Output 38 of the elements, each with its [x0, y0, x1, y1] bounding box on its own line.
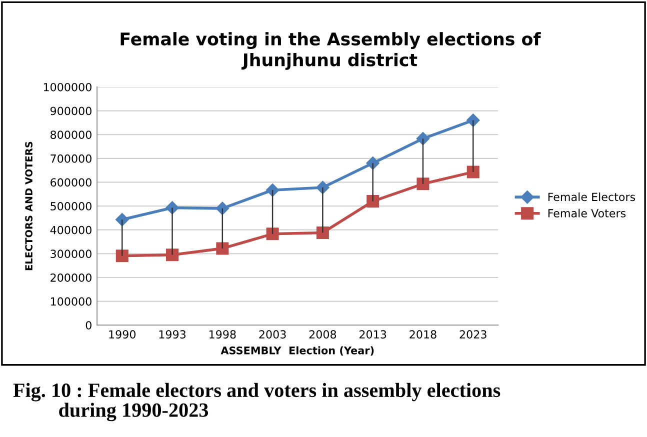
x-tick-label: 2023 — [460, 330, 486, 339]
y-tick-label: 500000 — [50, 202, 92, 210]
y-tick-label: 300000 — [50, 250, 92, 258]
y-tick-label: 400000 — [50, 226, 92, 234]
y-tick-label: 900000 — [50, 106, 92, 116]
x-tick-label: 1993 — [159, 330, 186, 339]
x-tick-label: 2018 — [410, 330, 436, 339]
x-tick-label: 1990 — [109, 330, 136, 339]
y-tick-label: 700000 — [50, 154, 92, 163]
point — [116, 213, 129, 226]
x-tick-label: 2008 — [309, 330, 336, 339]
legend-label: Female Voters — [548, 208, 626, 218]
x-tick-label: 2013 — [360, 330, 386, 339]
point — [116, 250, 128, 262]
y-tick-label: 100000 — [50, 297, 92, 306]
x-tick-label: 1998 — [209, 330, 236, 339]
point — [466, 114, 480, 127]
chart-title: Female voting in the Assembly elections of Jhunjhunu district — [120, 32, 541, 70]
point — [166, 248, 179, 262]
y-tick-label: 800000 — [50, 130, 92, 139]
y-axis-title: ELECTORS AND VOTERS — [25, 142, 32, 270]
point — [366, 195, 380, 208]
point — [316, 226, 329, 239]
point — [416, 132, 430, 146]
point — [466, 166, 480, 178]
point — [266, 228, 279, 240]
y-tick-label: 1000000 — [44, 82, 92, 92]
y-tick-label: 600000 — [50, 178, 92, 187]
point — [266, 184, 280, 197]
point — [216, 242, 229, 255]
legend-label: Female Electors — [548, 192, 636, 202]
x-axis-title: ASSEMBLY Election (Year) — [220, 346, 374, 356]
caption: Fig. 10 : Female electors and voters in assembly elections during 1990-2023 — [13, 382, 500, 422]
y-tick-label: 200000 — [50, 273, 92, 282]
point — [216, 202, 229, 216]
x-tick-label: 2003 — [259, 330, 286, 339]
point — [416, 178, 430, 190]
y-tick-label: 0 — [86, 321, 92, 330]
